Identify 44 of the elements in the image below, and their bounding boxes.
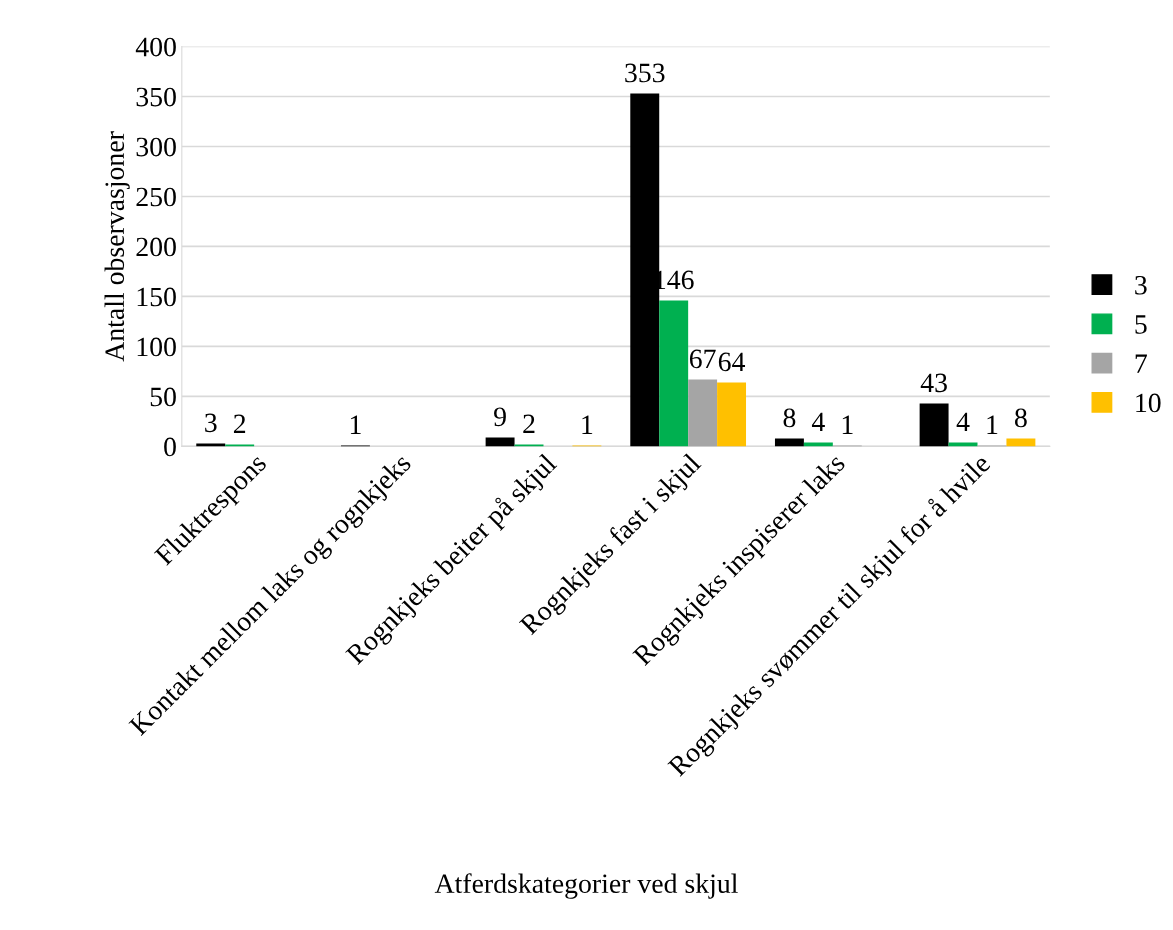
bar: [225, 444, 255, 447]
bar: [803, 442, 833, 447]
bar: [196, 443, 226, 447]
bar: [659, 300, 689, 447]
y-tick-label: 0: [164, 437, 176, 457]
data-label: 8: [1015, 408, 1027, 428]
data-label: 1: [350, 415, 361, 434]
bar: [774, 438, 804, 447]
data-label: 67: [689, 349, 716, 369]
x-axis-title: Atferdskategorier ved skjul: [434, 873, 738, 899]
y-tick-label: 200: [136, 237, 176, 257]
y-tick-label: 100: [137, 337, 176, 357]
bar: [630, 93, 660, 447]
data-label: 8: [783, 408, 796, 428]
data-label: 2: [523, 414, 535, 433]
y-tick-label: 150: [137, 287, 176, 307]
bar: [948, 442, 978, 447]
data-label: 3: [205, 413, 217, 433]
data-label: 9: [494, 407, 506, 427]
bar: [485, 437, 515, 447]
y-tick-label: 250: [136, 187, 176, 207]
data-label: 4: [956, 412, 970, 431]
bar: [1006, 438, 1036, 447]
data-label: 2: [233, 414, 246, 433]
y-tick-label: 400: [135, 37, 176, 57]
data-label: 1: [582, 415, 593, 434]
legend-label: 3: [1135, 275, 1147, 295]
legend-label: 5: [1135, 315, 1147, 334]
bar: [688, 379, 718, 447]
data-label: 4: [811, 412, 825, 431]
data-label: 43: [920, 373, 947, 393]
data-label: 64: [718, 352, 746, 372]
y-tick-label: 350: [136, 87, 176, 107]
bar: [717, 382, 747, 447]
legend-label: 10: [1136, 393, 1161, 413]
y-tick-label: 50: [150, 387, 176, 407]
bar: [919, 403, 949, 447]
data-label: 353: [625, 63, 665, 83]
legend-label: 7: [1135, 354, 1147, 373]
y-tick-label: 300: [136, 137, 176, 157]
data-label: 1: [842, 415, 853, 434]
bar: [514, 444, 544, 447]
data-label: 1: [987, 415, 998, 434]
y-axis-title: Antall observasjoner: [104, 131, 130, 362]
